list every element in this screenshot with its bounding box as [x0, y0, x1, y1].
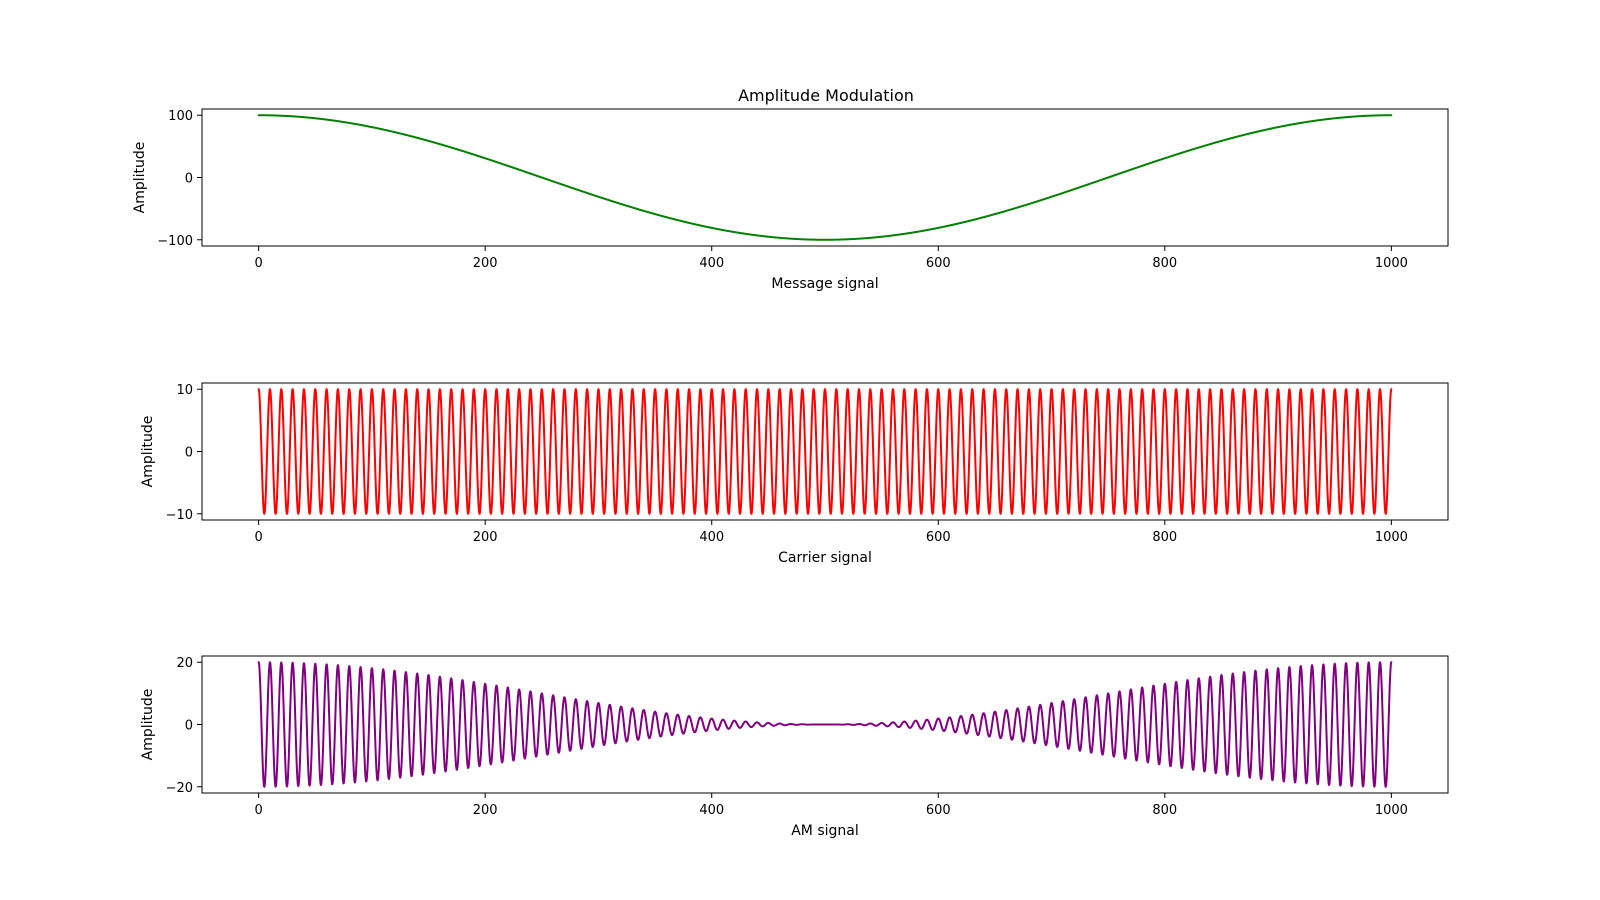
am-x-tick-label: 800 — [1152, 803, 1177, 818]
carrier-x-tick-label: 800 — [1152, 530, 1177, 545]
carrier-x-tick-label: 600 — [926, 530, 951, 545]
message-x-tick-label: 1000 — [1375, 256, 1408, 271]
carrier-y-tick-label: 0 — [185, 446, 193, 461]
am-x-tick-label: 600 — [926, 803, 951, 818]
am-x-axis-label: AM signal — [791, 823, 859, 839]
carrier-y-tick-label: 10 — [176, 383, 193, 398]
carrier-axes-frame — [201, 382, 1449, 521]
carrier-x-tick-label: 1000 — [1375, 530, 1408, 545]
carrier-y-axis-label: Amplitude — [140, 416, 156, 488]
message-y-tick-label: 0 — [185, 172, 193, 187]
carrier-x-tick-label: 200 — [473, 530, 498, 545]
message-x-tick-label: 400 — [699, 256, 724, 271]
am-x-tick-label: 0 — [254, 803, 262, 818]
am-y-tick-label: 0 — [185, 719, 193, 734]
carrier-series-line — [257, 388, 1393, 515]
carrier-x-axis-label: Carrier signal — [778, 550, 872, 566]
chart-title: Amplitude Modulation — [738, 86, 914, 105]
message-y-axis-label: Amplitude — [132, 142, 148, 214]
am-y-tick-label: 20 — [176, 656, 193, 671]
message-x-tick-label: 800 — [1152, 256, 1177, 271]
am-x-tick-label: 1000 — [1375, 803, 1408, 818]
message-x-tick-label: 0 — [254, 256, 262, 271]
message-series-line — [257, 114, 1393, 241]
message-y-tick-label: −100 — [157, 234, 193, 249]
message-axes-frame — [201, 108, 1449, 247]
am-panel: 0 200 400 600 800 1000 −20 0 20 AM signal Amplitud… — [140, 655, 1449, 839]
message-panel: 0 200 400 600 800 1000 −100 0 100 Message signal A… — [132, 108, 1449, 292]
am-y-axis-label: Amplitude — [140, 689, 156, 761]
carrier-y-tick-label: −10 — [166, 508, 193, 523]
message-x-axis-label: Message signal — [771, 276, 878, 292]
am-x-tick-label: 200 — [473, 803, 498, 818]
carrier-panel: 0 200 400 600 800 1000 −10 0 10 Carrier signal Amp… — [140, 382, 1449, 566]
am-x-tick-label: 400 — [699, 803, 724, 818]
am-y-tick-label: −20 — [166, 781, 193, 796]
carrier-x-tick-label: 0 — [254, 530, 262, 545]
message-x-tick-label: 200 — [473, 256, 498, 271]
carrier-x-tick-label: 400 — [699, 530, 724, 545]
message-y-tick-label: 100 — [168, 109, 193, 124]
am-series-line — [257, 661, 1393, 788]
message-x-tick-label: 600 — [926, 256, 951, 271]
